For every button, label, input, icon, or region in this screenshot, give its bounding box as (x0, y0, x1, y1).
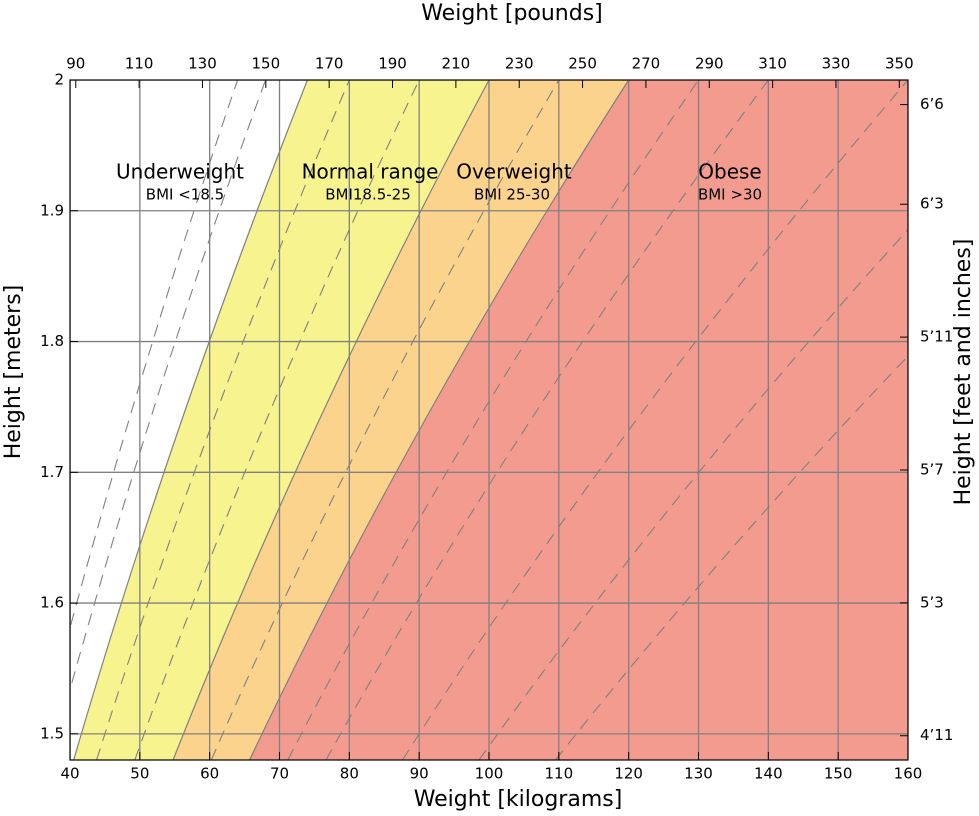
region-name: Normal range (302, 160, 439, 184)
x-tick-label: 60 (200, 765, 219, 783)
x2-tick-label: 170 (315, 55, 344, 73)
bmi-line (325, 80, 769, 760)
y2-axis-title: Height [feet and inches] (951, 239, 976, 506)
region-name: Overweight (456, 160, 572, 184)
y2-tick-label: 5’3 (920, 593, 944, 611)
x-tick-label: 120 (614, 765, 643, 783)
y-tick-label: 1.8 (40, 332, 64, 350)
x-tick-label: 90 (410, 765, 429, 783)
x-tick-label: 100 (475, 765, 504, 783)
x-tick-label: 40 (60, 765, 79, 783)
region-label: BMI18.5-25 (325, 186, 411, 204)
x-tick-label: 80 (340, 765, 359, 783)
y-axis-title: Height [meters] (1, 285, 26, 460)
region-label: BMI <18.5 (146, 186, 224, 204)
x-tick-label: 150 (824, 765, 853, 783)
y-tick-label: 1.5 (40, 724, 64, 742)
bmi-line (96, 80, 350, 760)
x2-tick-label: 250 (568, 55, 597, 73)
x2-tick-label: 350 (885, 55, 914, 73)
boundary-line (73, 80, 308, 760)
y-tick-label: 1.9 (40, 201, 64, 219)
x2-tick-label: 110 (125, 55, 154, 73)
bmi-line (478, 228, 908, 760)
bmi-line (402, 80, 908, 760)
region-name: Obese (698, 160, 761, 184)
boundary-line (249, 80, 630, 760)
x2-tick-label: 90 (66, 55, 85, 73)
x2-tick-label: 330 (822, 55, 851, 73)
bmi-line (70, 80, 239, 630)
x2-tick-label: 150 (251, 55, 280, 73)
x2-tick-label: 270 (632, 55, 661, 73)
boundary-line (172, 80, 490, 760)
bmi-line (287, 80, 699, 760)
bmi-line (210, 80, 560, 760)
x2-tick-label: 310 (758, 55, 787, 73)
x2-tick-label: 290 (695, 55, 724, 73)
region-label: BMI 25-30 (474, 186, 550, 204)
y2-tick-label: 6’6 (920, 95, 944, 113)
region (249, 80, 908, 760)
y-tick-label: 1.7 (40, 463, 64, 481)
y2-tick-label: 6’3 (920, 195, 944, 213)
bmi-line (134, 80, 420, 760)
y2-tick-label: 5’11 (920, 328, 953, 346)
x2-tick-label: 130 (188, 55, 217, 73)
x2-axis-title: Weight [pounds] (421, 1, 603, 26)
y2-tick-label: 5’7 (920, 460, 944, 478)
bmi-line (555, 355, 908, 760)
x2-tick-label: 190 (378, 55, 407, 73)
plot-area (70, 80, 908, 760)
x-tick-label: 140 (754, 765, 783, 783)
x-tick-label: 160 (894, 765, 923, 783)
region-label: BMI >30 (698, 186, 762, 204)
y2-tick-label: 4’11 (920, 726, 953, 744)
y-tick-label: 1.6 (40, 594, 64, 612)
x-axis-title: Weight [kilograms] (414, 787, 623, 812)
x-tick-label: 70 (270, 765, 289, 783)
x2-tick-label: 210 (442, 55, 471, 73)
x-tick-label: 50 (130, 765, 149, 783)
x2-tick-label: 230 (505, 55, 534, 73)
y-tick-label: 2 (54, 71, 64, 89)
x-tick-label: 130 (684, 765, 713, 783)
x-tick-label: 110 (545, 765, 574, 783)
region-name: Underweight (116, 160, 244, 184)
